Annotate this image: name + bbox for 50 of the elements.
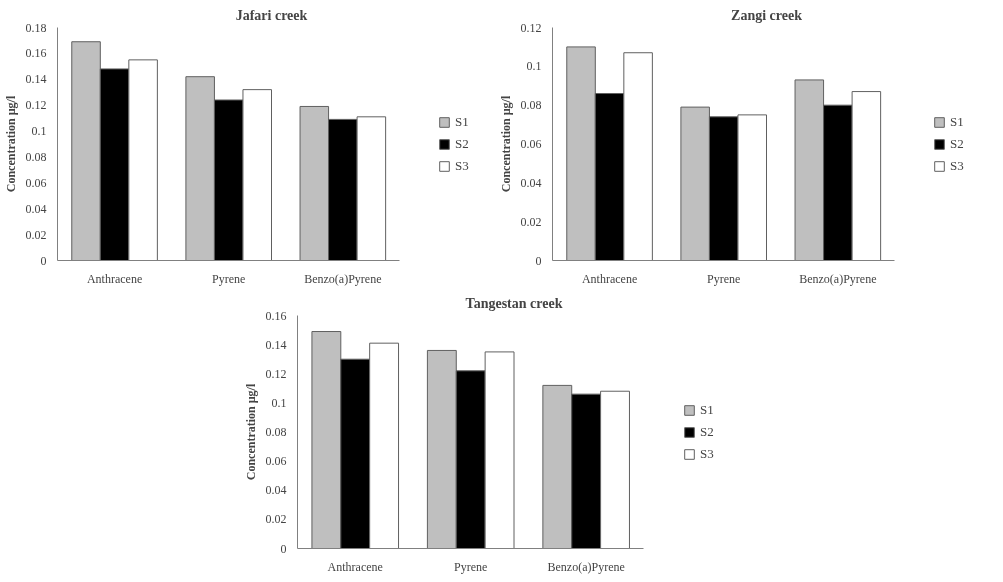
legend-label: S3 [700,445,715,462]
y-tick-label: 0.18 [25,20,47,35]
y-axis-title: Concentration µg/l [3,95,18,193]
y-tick-label: 0.06 [265,454,287,469]
x-tick-label: Anthracene [327,559,383,574]
y-tick-label: 0.02 [25,227,47,242]
x-tick-label: Pyrene [454,559,488,574]
y-tick-label: 0.04 [265,483,287,498]
legend-label: S1 [950,113,965,130]
y-tick-label: 0.12 [265,366,287,381]
y-tick-label: 0 [535,253,542,268]
y-axis-title: Concentration µg/l [498,95,513,193]
y-tick-label: 0.12 [520,20,542,35]
x-tick-label: Benzo(a)Pyrene [304,271,382,286]
legend-label: S1 [455,113,470,130]
chart-title: Jafari creek [235,7,308,23]
x-tick-label: Anthracene [86,271,143,286]
y-axis-title: Concentration µg/l [243,383,258,481]
legend-label: S1 [700,401,715,418]
y-tick-label: 0.14 [25,72,47,87]
x-tick-label: Benzo(a)Pyrene [799,271,877,286]
x-tick-label: Pyrene [212,271,246,286]
y-tick-label: 0.08 [25,149,47,164]
y-tick-label: 0.12 [25,98,47,113]
y-tick-label: 0.06 [25,175,47,190]
y-tick-label: 0.1 [271,395,287,410]
y-tick-label: 0.02 [520,214,542,229]
y-tick-label: 0.04 [25,201,47,216]
y-tick-label: 0.06 [520,137,542,151]
chart-title: Zangi creek [731,7,803,23]
y-tick-label: 0.04 [520,175,542,190]
y-tick-label: 0.16 [265,308,287,323]
x-tick-label: Benzo(a)Pyrene [547,559,625,574]
y-tick-label: 0.08 [520,98,542,113]
chart-title: Tangestan creek [465,295,563,311]
y-tick-label: 0 [280,541,287,556]
y-tick-label: 0.08 [265,425,287,439]
x-tick-label: Anthracene [581,271,638,286]
legend-label: S2 [455,135,470,152]
legend-label: S3 [950,157,965,174]
y-tick-label: 0.14 [265,337,287,352]
y-tick-label: 0 [40,253,47,268]
y-tick-label: 0.02 [265,512,287,527]
legend-label: S2 [950,135,965,152]
legend-label: S3 [455,157,470,174]
y-tick-label: 0.1 [526,59,542,74]
legend-label: S2 [700,423,715,440]
y-tick-label: 0.16 [25,46,47,61]
y-tick-label: 0.1 [31,124,47,139]
x-tick-label: Pyrene [707,271,741,286]
